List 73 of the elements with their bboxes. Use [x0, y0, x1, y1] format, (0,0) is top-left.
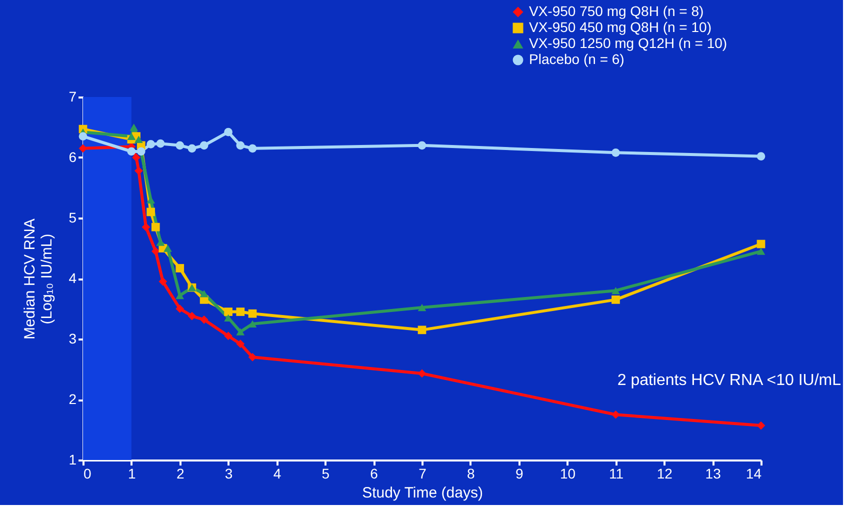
point	[176, 141, 184, 150]
x-tick-label: 5	[322, 466, 330, 482]
point	[612, 286, 620, 294]
point	[78, 132, 88, 140]
x-tick-label: 2	[176, 466, 184, 482]
point	[236, 141, 245, 150]
x-tick-label: 11	[608, 466, 624, 482]
point	[756, 248, 766, 255]
point	[158, 277, 168, 286]
point	[188, 312, 196, 320]
x-tick-label: 14	[746, 466, 762, 482]
y-tick-label: 7	[68, 88, 77, 104]
point	[418, 304, 426, 312]
point	[200, 290, 208, 298]
point	[127, 132, 136, 140]
point	[236, 328, 245, 336]
point	[224, 308, 232, 316]
x-tick-label: 13	[705, 466, 722, 482]
x-tick-label: 4	[273, 466, 282, 482]
point	[151, 222, 160, 232]
x-tick-label: 9	[515, 466, 524, 482]
point	[146, 140, 155, 148]
point	[134, 136, 143, 143]
legend-label: VX-950 1250 mg Q12H (n = 10)	[529, 35, 728, 51]
point	[176, 304, 184, 313]
point	[130, 124, 138, 131]
point	[136, 147, 146, 156]
point	[224, 128, 232, 136]
x-tick-label: 10	[560, 466, 576, 482]
point	[248, 144, 257, 153]
legend-label: VX-950 750 mg Q8H (n = 8)	[529, 3, 704, 19]
point	[200, 315, 208, 324]
legend-label: VX-950 450 mg Q8H (n = 10)	[529, 19, 712, 35]
point	[612, 410, 620, 419]
point	[224, 332, 232, 340]
point	[612, 148, 620, 157]
point	[127, 147, 136, 156]
x-tick-label: 3	[224, 466, 233, 482]
point	[134, 166, 143, 175]
y-tick-label: 4	[68, 270, 77, 286]
point	[200, 141, 208, 150]
x-axis-title: Study Time (days)	[362, 484, 483, 502]
point	[146, 208, 155, 216]
legend-label: Placebo (n = 6)	[529, 51, 624, 67]
y-tick-label: 1	[68, 452, 77, 468]
point	[612, 295, 620, 304]
y-tick-label: 6	[68, 149, 77, 165]
point	[248, 309, 257, 318]
y-tick-label: 2	[68, 391, 77, 407]
x-tick-label: 7	[418, 466, 427, 482]
point	[188, 144, 196, 153]
point	[756, 240, 766, 248]
y-tick-label: 3	[68, 330, 77, 346]
x-tick-label: 6	[370, 466, 378, 482]
point	[236, 340, 245, 348]
point	[164, 244, 172, 252]
point	[132, 153, 140, 162]
point	[236, 308, 245, 316]
point	[756, 421, 766, 430]
point	[151, 247, 160, 256]
point	[756, 152, 766, 160]
point	[418, 141, 426, 150]
point	[418, 326, 426, 334]
annotation: 2 patients HCV RNA <10 IU/mL	[617, 372, 842, 389]
point	[156, 139, 165, 148]
x-tick-label: 8	[467, 466, 476, 482]
x-tick-label: 1	[128, 466, 136, 482]
y-axis-title: Median HCV RNA (Log₁₀ IU/mL)	[22, 218, 56, 340]
x-tick-label: 12	[656, 466, 673, 482]
y-tick-label: 5	[68, 210, 77, 226]
point	[176, 264, 184, 272]
x-tick-label: 0	[84, 466, 92, 482]
point	[418, 369, 426, 378]
